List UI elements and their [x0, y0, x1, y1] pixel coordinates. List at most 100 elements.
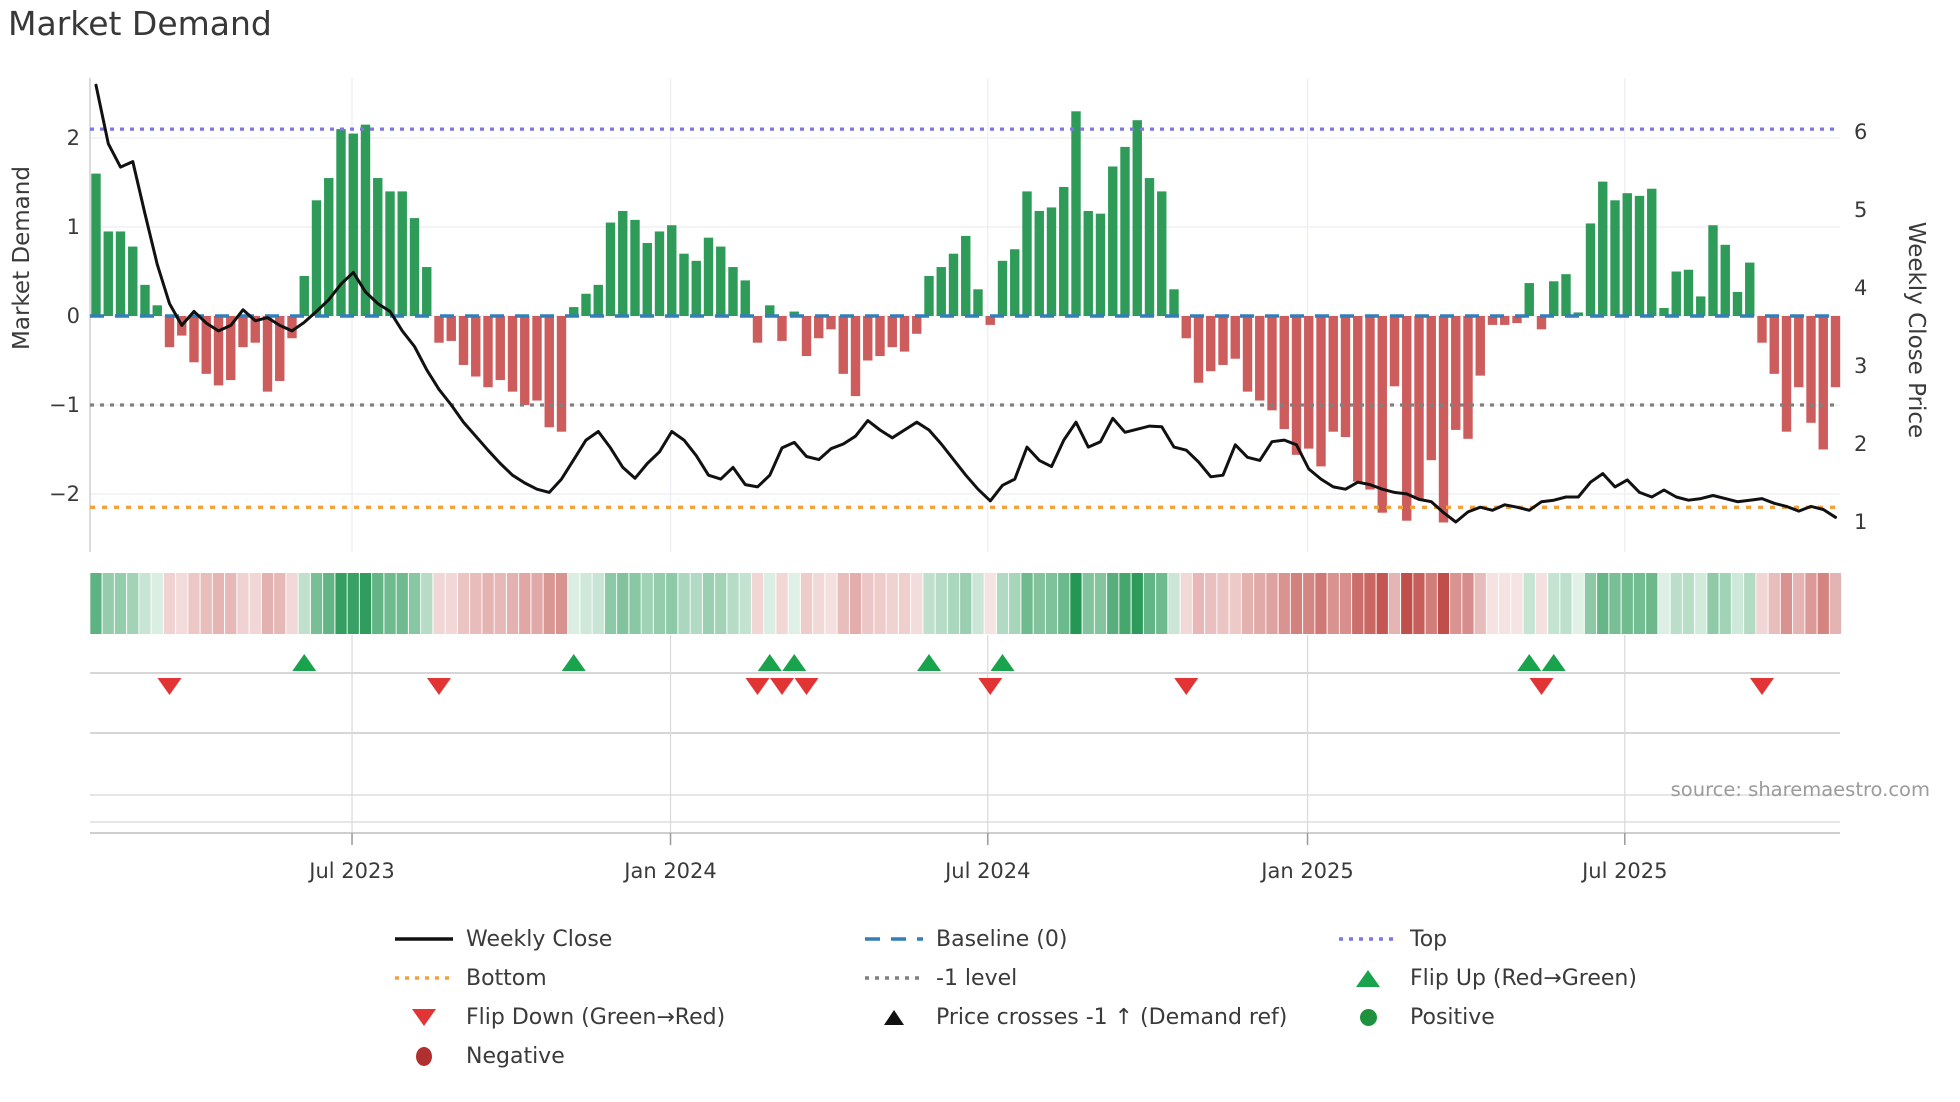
- heatmap-cell: [1376, 573, 1388, 634]
- demand-bar: [1108, 166, 1118, 316]
- demand-bar: [250, 316, 260, 343]
- demand-bar: [238, 316, 248, 348]
- demand-bar: [287, 316, 297, 339]
- heatmap-cell: [1780, 573, 1793, 634]
- heatmap-cell: [1217, 573, 1229, 634]
- heatmap-cell: [323, 573, 335, 634]
- heatmap-cell: [1119, 573, 1131, 634]
- heatmap-cell: [996, 573, 1009, 634]
- right-tick-label: 5: [1854, 198, 1867, 222]
- heatmap-cell: [286, 573, 298, 634]
- demand-bar: [1132, 120, 1142, 316]
- heatmap-cell: [1339, 573, 1352, 634]
- heatmap-cell: [1045, 573, 1058, 634]
- heatmap-cell: [641, 573, 653, 634]
- flip-down-marker: [1174, 678, 1199, 695]
- heatmap-cell: [715, 573, 727, 634]
- heatmap-cell: [127, 573, 139, 634]
- flip-down-triangle-icon: [395, 1007, 453, 1027]
- heatmap-cell: [163, 573, 176, 634]
- heatmap-cell: [1768, 573, 1780, 634]
- demand-bar: [1169, 289, 1179, 316]
- demand-bar: [667, 225, 677, 316]
- demand-bar: [1757, 316, 1767, 343]
- demand-bar: [728, 267, 738, 316]
- demand-bar: [520, 316, 530, 405]
- demand-bar: [1536, 316, 1547, 330]
- demand-bar: [1634, 195, 1645, 316]
- heatmap-cell: [837, 573, 849, 634]
- heatmap-cell: [1756, 573, 1768, 634]
- demand-bar: [1389, 316, 1400, 387]
- heatmap-cell: [274, 573, 286, 634]
- heatmap-cell: [1621, 573, 1633, 634]
- positive-dot-icon: [1339, 1007, 1397, 1027]
- demand-bar: [128, 246, 138, 316]
- heatmap-cell: [1829, 573, 1842, 634]
- flip-down-marker: [1750, 678, 1774, 695]
- demand-bar: [226, 316, 236, 381]
- demand-bar: [1745, 262, 1755, 316]
- demand-bar: [1708, 225, 1718, 316]
- demand-bar: [1610, 200, 1620, 316]
- axis-tick-labels: Jul 2023 Jan 2024 Jul 2024 Jan 2025 Jul 2025…: [49, 120, 1867, 883]
- minus1-line-icon: [865, 968, 923, 988]
- heatmap-cell: [1535, 573, 1548, 634]
- heatmap-cell: [396, 573, 408, 634]
- heatmap-cell: [1241, 573, 1254, 634]
- legend-item-weekly-close: Weekly Close: [395, 919, 612, 959]
- demand-bar: [1732, 291, 1743, 316]
- x-tick-label: Jul 2023: [307, 859, 394, 883]
- flip-down-marker: [794, 678, 819, 695]
- heatmap-cell: [1474, 573, 1486, 634]
- heatmap-cell: [1572, 573, 1584, 634]
- demand-bar: [434, 316, 444, 343]
- demand-bar: [1524, 283, 1534, 316]
- demand-bar: [1365, 316, 1375, 490]
- heatmap-cell: [372, 573, 384, 634]
- heatmap-cell: [1021, 573, 1033, 634]
- marker-panel: [90, 635, 1840, 845]
- price-cross-triangle-icon: [865, 1007, 923, 1027]
- legend-item-negative: Negative: [395, 1036, 565, 1076]
- heatmap-cell: [874, 573, 886, 634]
- right-tick-label: 6: [1854, 120, 1867, 144]
- legend-label: Bottom: [466, 965, 547, 991]
- heatmap-cell: [776, 573, 788, 634]
- flip-up-marker: [757, 654, 782, 671]
- left-tick-label: 0: [67, 304, 80, 328]
- heatmap-cell: [176, 573, 188, 634]
- demand-bar: [973, 289, 983, 316]
- heatmap-cell: [1584, 573, 1597, 634]
- heatmap-cell: [1192, 573, 1205, 634]
- demand-bar: [1071, 111, 1081, 316]
- heatmap-cell: [555, 573, 568, 634]
- demand-bar: [556, 316, 567, 432]
- demand-bar: [1267, 316, 1277, 411]
- heatmap-cell: [1744, 573, 1756, 634]
- demand-bar: [948, 253, 959, 316]
- heatmap-cell: [1205, 573, 1217, 634]
- demand-bar: [1512, 316, 1522, 324]
- demand-bar: [1683, 269, 1694, 316]
- demand-bar: [275, 316, 285, 381]
- heatmap-cell: [1266, 573, 1278, 634]
- heatmap-cell: [470, 573, 482, 634]
- demand-bar: [1426, 316, 1436, 461]
- demand-bar: [103, 231, 113, 316]
- heatmap-cell: [90, 573, 102, 634]
- demand-bar: [152, 305, 162, 316]
- demand-bar: [1218, 316, 1228, 365]
- demand-bar: [997, 260, 1008, 316]
- demand-bar: [1818, 316, 1828, 450]
- heatmap-cell: [1388, 573, 1401, 634]
- demand-bar: [299, 275, 309, 316]
- page-title: Market Demand: [8, 4, 272, 43]
- heatmap-cell: [1315, 573, 1327, 634]
- heatmap-cell: [347, 573, 359, 634]
- demand-bar: [1500, 316, 1510, 325]
- heatmap-cell: [114, 573, 127, 634]
- demand-bar: [1830, 316, 1841, 388]
- heatmap-cell: [531, 573, 543, 634]
- demand-bar: [1647, 188, 1657, 316]
